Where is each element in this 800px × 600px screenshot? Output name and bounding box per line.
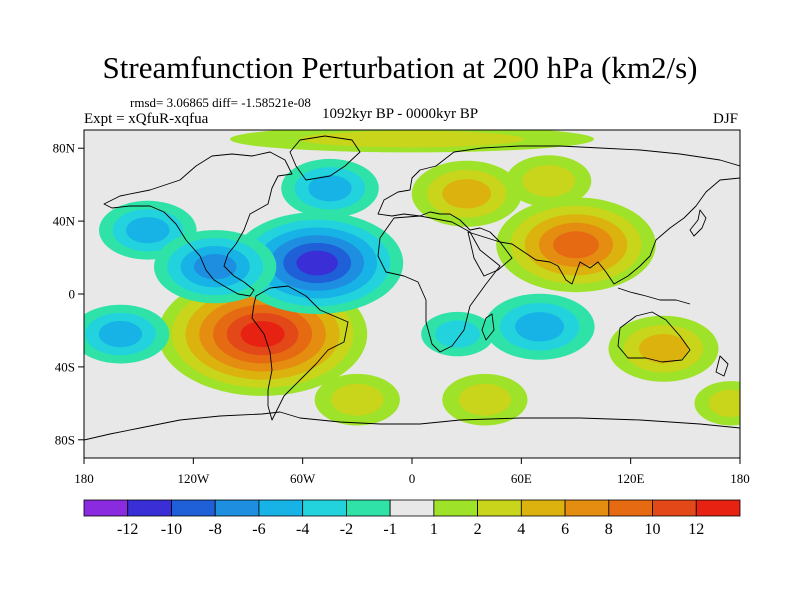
colorbar-box-10 (520, 499, 566, 517)
contour-level-3-2 (442, 179, 492, 209)
coastline-antarctica (84, 411, 740, 441)
anomaly-8 (84, 304, 170, 364)
colorbar-box-4 (258, 499, 304, 517)
colorbar-label-4: -4 (296, 521, 309, 538)
colorbar-box-1 (127, 499, 172, 517)
x-tick-label-2: 60W (290, 471, 316, 486)
anomaly-7 (281, 158, 379, 218)
contour-level-15-1 (300, 130, 524, 148)
colorbar-box-6 (345, 499, 391, 517)
colorbar-box-13 (652, 499, 697, 517)
anomaly-13 (442, 373, 528, 426)
x-tick-label-0: 180 (74, 471, 94, 486)
contour-level-7-2 (308, 175, 352, 202)
x-tick-label-5: 120E (617, 471, 645, 486)
x-tick-label-4: 60E (511, 471, 532, 486)
contour-level-14-1 (708, 389, 740, 417)
colorbar-label-6: -1 (383, 521, 396, 538)
coastline-indonesia (617, 287, 691, 305)
chart-title: Streamfunction Perturbation at 200 hPa (… (102, 50, 698, 85)
anomaly-9 (484, 293, 595, 360)
map-field (84, 130, 740, 458)
contour-level-8-2 (98, 321, 143, 348)
colorbar-label-9: 4 (517, 521, 525, 538)
colorbar-label-7: 1 (430, 521, 438, 538)
colorbar-box-3 (214, 499, 260, 517)
contour-level-11-1 (435, 320, 480, 348)
colorbar-box-9 (477, 499, 522, 517)
colorbar-label-13: 12 (688, 521, 704, 538)
anomaly-11 (421, 311, 494, 357)
coastline-eurasia (377, 145, 740, 285)
anomaly-2 (496, 197, 656, 293)
colorbar-box-14 (695, 499, 741, 517)
coastlines (84, 135, 740, 441)
season-label: DJF (713, 111, 739, 127)
coastline-new-zealand (715, 355, 729, 377)
contour-level-13-1 (458, 383, 512, 416)
coastline-north-america (103, 151, 293, 297)
colorbar-label-2: -8 (209, 521, 222, 538)
coastline-africa (377, 215, 501, 353)
anomaly-1 (231, 212, 404, 314)
colorbar-label-0: -12 (117, 521, 138, 538)
x-tick-label-1: 120W (177, 471, 210, 486)
colorbar-box-5 (302, 499, 347, 517)
y-tick-label-1: 40N (53, 214, 76, 229)
rmsd-diff-text: rmsd= 3.06865 diff= -1.58521e-08 (130, 95, 311, 110)
x-tick-label-3: 0 (409, 471, 416, 486)
contour-level-10-2 (639, 334, 688, 364)
colorbar-box-8 (433, 499, 478, 517)
x-tick-label-6: 180 (730, 471, 750, 486)
colorbar-box-2 (171, 499, 216, 517)
colorbar-label-8: 2 (474, 521, 482, 538)
y-tick-label-3: 40S (55, 359, 75, 374)
colorbar-label-5: -2 (340, 521, 353, 538)
anomaly-6 (154, 230, 277, 304)
coastline-greenland (289, 135, 361, 181)
colorbar-label-3: -6 (252, 521, 265, 538)
contour-level-2-4 (553, 231, 599, 259)
experiment-label: Expt = xQfuR-xqfua (84, 111, 209, 127)
coastline-south-america (251, 285, 349, 421)
colorbar-box-12 (608, 499, 653, 517)
colorbar-box-0 (83, 499, 129, 517)
colorbar-label-1: -10 (161, 521, 182, 538)
contour-level-4-1 (522, 165, 575, 197)
colorbar-box-11 (564, 499, 610, 517)
anomaly-4 (506, 155, 592, 207)
anomaly-10 (608, 315, 719, 382)
colorbar-label-10: 6 (561, 521, 569, 538)
period-label: 1092kyr BP - 0000kyr BP (322, 106, 479, 122)
coastline-arabia (467, 231, 513, 277)
anomaly-12 (314, 373, 400, 426)
coastline-australia (617, 311, 691, 363)
coastline-japan (689, 209, 707, 237)
colorbar-box-7 (389, 499, 435, 517)
y-tick-label-4: 80S (55, 432, 75, 447)
anomaly-3 (411, 160, 522, 227)
y-tick-label-0: 80N (53, 141, 76, 156)
contour-level-9-2 (515, 312, 564, 342)
anomaly-14 (694, 381, 740, 426)
contour-level-1-5 (296, 250, 339, 276)
contour-level-12-1 (331, 383, 384, 416)
coastline-madagascar (481, 313, 495, 341)
colorbar-label-11: 8 (605, 521, 613, 538)
y-tick-label-2: 0 (69, 287, 76, 302)
contour-level-0-6 (240, 321, 285, 348)
colorbar-label-12: 10 (645, 521, 661, 538)
contour-level-5-2 (126, 217, 170, 244)
